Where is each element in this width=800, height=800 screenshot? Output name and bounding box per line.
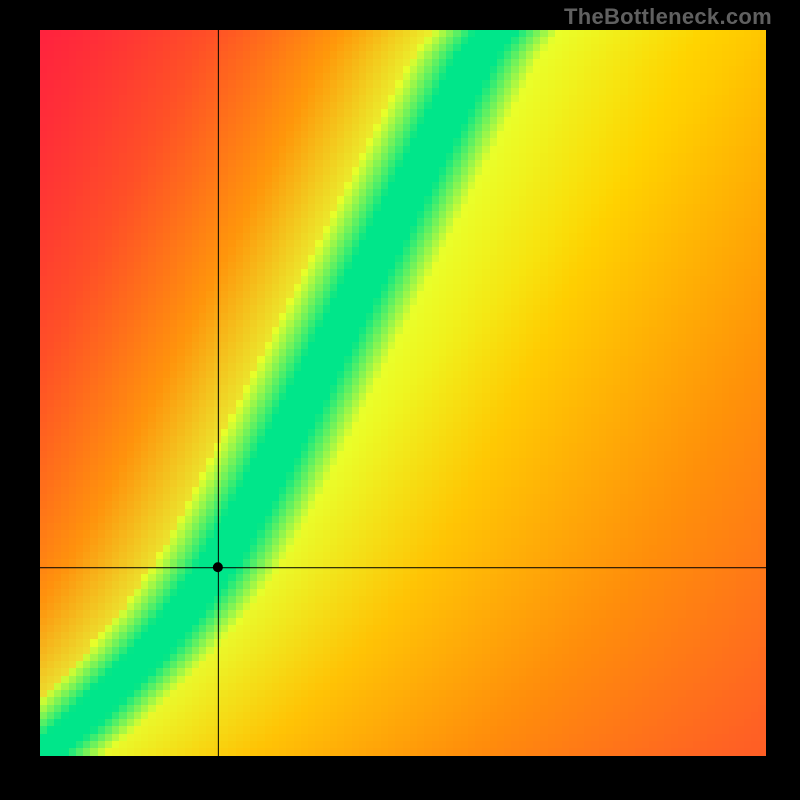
heatmap-canvas (40, 30, 766, 756)
watermark-text: TheBottleneck.com (564, 4, 772, 30)
plot-frame (40, 30, 766, 756)
chart-container: TheBottleneck.com (0, 0, 800, 800)
